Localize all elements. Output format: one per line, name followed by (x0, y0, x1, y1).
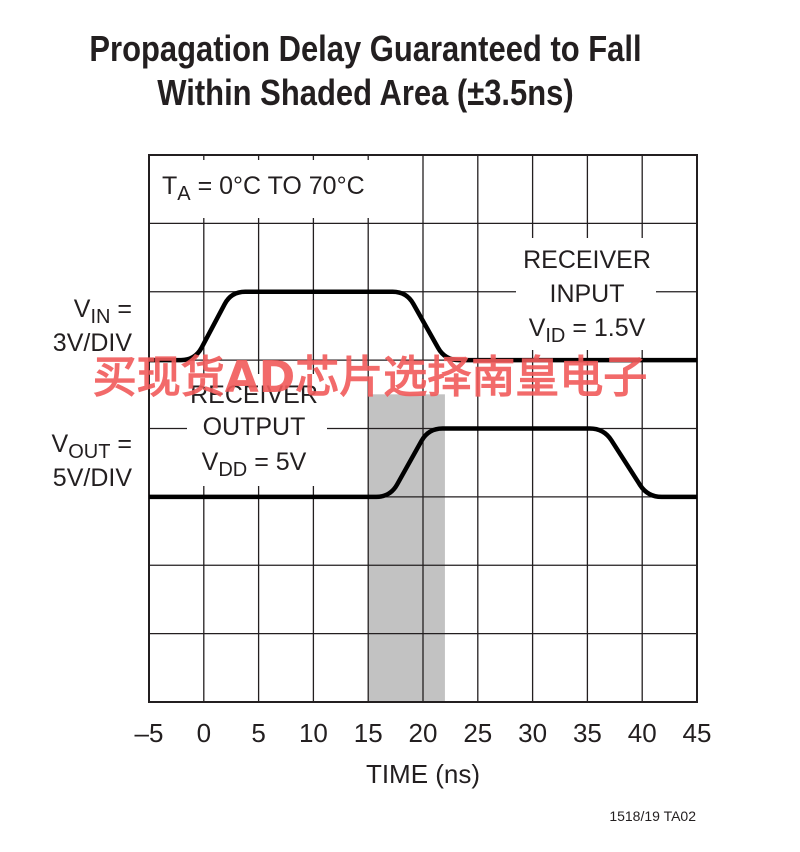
chart-title-line-1: Propagation Delay Guaranteed to Fall (89, 28, 642, 69)
x-tick-label: 40 (628, 718, 657, 748)
x-tick-label: 10 (299, 718, 328, 748)
x-tick-label: 30 (518, 718, 547, 748)
waveform-layer (148, 289, 698, 500)
output-annotation-line-1: RECEIVER (190, 381, 318, 409)
x-tick-label: 5 (251, 718, 265, 748)
input-annotation-line-3: VID = 1.5V (529, 314, 646, 347)
input-annotation-line-1: RECEIVER (523, 246, 651, 274)
output-annotation-background (187, 374, 327, 486)
label-layer: –5 0 5 10 15 20 25 30 35 40 45 TIME (ns) TA = 0°C TO… (52, 172, 712, 789)
shaded-region-layer (368, 394, 445, 702)
x-tick-label: 0 (197, 718, 211, 748)
x-axis-label: TIME (ns) (366, 759, 480, 789)
condition-label: TA = 0°C TO 70°C (162, 172, 365, 205)
x-tick-label: 25 (463, 718, 492, 748)
output-annotation-line-2: OUTPUT (203, 413, 306, 441)
plot-frame (148, 154, 698, 703)
x-tick-label: 35 (573, 718, 602, 748)
output-annotation-line-3: VDD = 5V (202, 448, 307, 481)
receiver-output-trace (148, 426, 698, 500)
vin-scale-label-line-2: 3V/DIV (53, 329, 133, 357)
receiver-input-trace (148, 289, 698, 363)
input-annotation-line-2: INPUT (550, 280, 625, 308)
x-tick-label: 15 (354, 718, 383, 748)
vin-scale-label: VIN = (74, 295, 132, 328)
x-tick-label: –5 (135, 718, 164, 748)
vout-scale-label-line-2: 5V/DIV (53, 464, 133, 492)
condition-label-background (153, 160, 378, 218)
x-tick-label: 20 (409, 718, 438, 748)
x-tick-label: 45 (683, 718, 712, 748)
watermark-text: 买现货AD芯片选择南皇电子 (93, 352, 648, 403)
figure-code: 1518/19 TA02 (609, 808, 696, 824)
shaded-region (368, 394, 445, 702)
chart-title-line-2: Within Shaded Area (±3.5ns) (157, 72, 574, 113)
input-annotation-background (516, 238, 656, 350)
vout-scale-label: VOUT = (52, 430, 132, 463)
label-mask-layer (153, 160, 656, 486)
